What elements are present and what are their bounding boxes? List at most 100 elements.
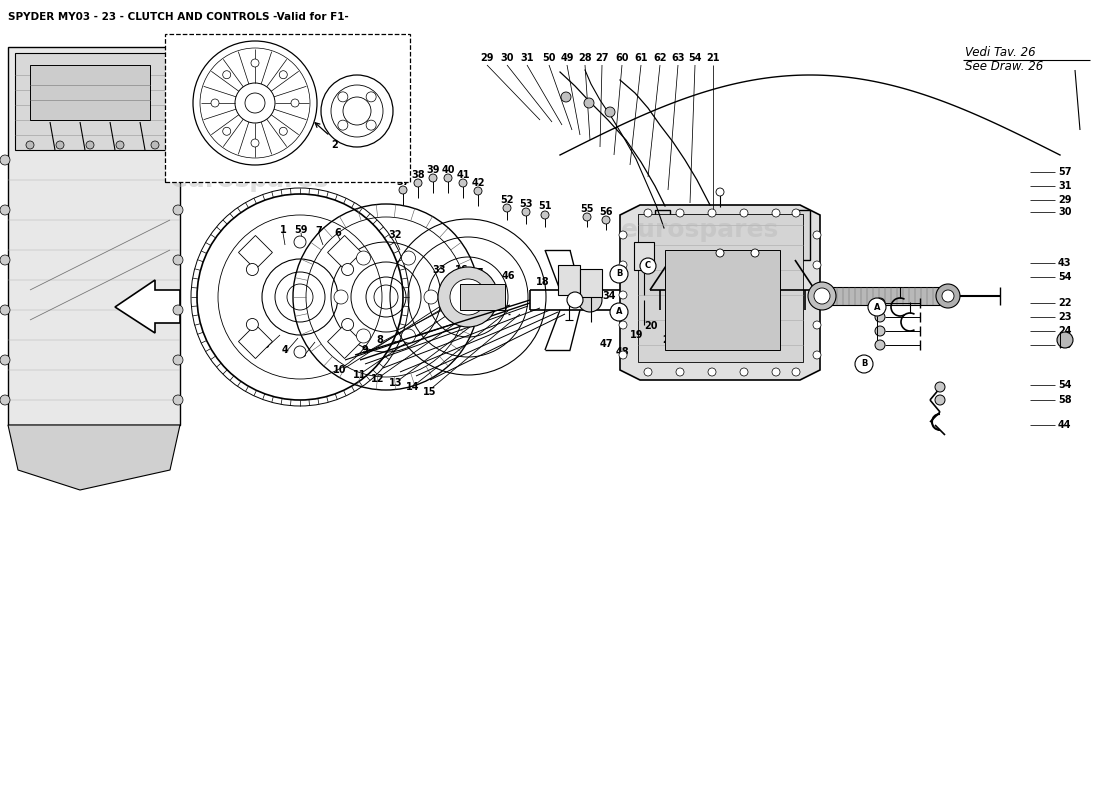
Circle shape	[610, 265, 628, 283]
Circle shape	[942, 290, 954, 302]
Circle shape	[26, 141, 34, 149]
Circle shape	[578, 288, 602, 312]
Circle shape	[566, 292, 583, 308]
Text: 39: 39	[427, 165, 440, 175]
Text: 17: 17	[471, 268, 485, 278]
Text: 40: 40	[441, 165, 454, 175]
Circle shape	[86, 141, 94, 149]
Text: Vedi Tav. 26: Vedi Tav. 26	[965, 46, 1035, 58]
Circle shape	[772, 368, 780, 376]
Bar	[580, 269, 602, 297]
Circle shape	[792, 368, 800, 376]
Circle shape	[541, 211, 549, 219]
Circle shape	[874, 298, 886, 308]
Circle shape	[356, 251, 371, 265]
Text: 29: 29	[1058, 195, 1071, 205]
Circle shape	[619, 291, 627, 299]
Circle shape	[868, 298, 886, 316]
Text: 51: 51	[538, 201, 552, 211]
Text: 57: 57	[1058, 167, 1071, 177]
Text: 54: 54	[689, 53, 702, 63]
Circle shape	[246, 263, 258, 275]
Text: 21: 21	[706, 53, 719, 63]
Circle shape	[294, 346, 306, 358]
Text: 62: 62	[653, 53, 667, 63]
Circle shape	[222, 127, 231, 135]
Circle shape	[503, 204, 512, 212]
Circle shape	[813, 351, 821, 359]
Text: 34: 34	[603, 291, 616, 301]
Circle shape	[0, 395, 10, 405]
Circle shape	[173, 255, 183, 265]
Text: 23: 23	[1058, 312, 1071, 322]
Text: 3: 3	[263, 340, 270, 350]
Text: 41: 41	[456, 170, 470, 180]
Text: C: C	[645, 262, 651, 270]
Text: 19: 19	[630, 330, 644, 340]
Text: 7: 7	[316, 226, 322, 236]
Circle shape	[402, 329, 416, 343]
Text: B: B	[616, 270, 623, 278]
Circle shape	[813, 291, 821, 299]
Circle shape	[173, 395, 183, 405]
Text: 27: 27	[595, 53, 608, 63]
Bar	[638, 214, 803, 362]
Circle shape	[751, 249, 759, 257]
Bar	[820, 287, 940, 305]
Circle shape	[740, 209, 748, 217]
Circle shape	[474, 187, 482, 195]
Text: 33: 33	[432, 265, 446, 275]
Circle shape	[935, 382, 945, 392]
Circle shape	[813, 321, 821, 329]
Circle shape	[366, 120, 376, 130]
Circle shape	[813, 261, 821, 269]
Text: 6: 6	[334, 228, 341, 238]
Circle shape	[0, 155, 10, 165]
Text: 11: 11	[353, 370, 366, 380]
Text: See Draw. 26: See Draw. 26	[965, 61, 1043, 74]
Circle shape	[602, 216, 610, 224]
Bar	[558, 265, 580, 295]
Circle shape	[173, 355, 183, 365]
Circle shape	[0, 355, 10, 365]
Circle shape	[619, 321, 627, 329]
Text: 49: 49	[560, 53, 574, 63]
Text: 13: 13	[389, 378, 403, 388]
Text: 36: 36	[569, 282, 582, 292]
Circle shape	[279, 70, 287, 78]
Text: 24: 24	[1058, 326, 1071, 336]
Circle shape	[356, 329, 371, 343]
Text: 22: 22	[1058, 298, 1071, 308]
Text: 16: 16	[455, 265, 469, 275]
Text: 14: 14	[406, 382, 420, 392]
Text: 32: 32	[388, 230, 401, 240]
Circle shape	[444, 174, 452, 182]
Circle shape	[334, 290, 348, 304]
Bar	[460, 284, 505, 310]
Polygon shape	[8, 425, 180, 490]
Circle shape	[716, 249, 724, 257]
Text: 26: 26	[662, 335, 675, 345]
Text: 20: 20	[645, 321, 658, 331]
Text: 9: 9	[362, 345, 369, 355]
Circle shape	[251, 139, 258, 147]
Circle shape	[294, 236, 306, 248]
Bar	[328, 325, 362, 358]
Circle shape	[414, 179, 422, 187]
Circle shape	[246, 318, 258, 330]
Text: 8: 8	[376, 335, 384, 345]
Circle shape	[584, 98, 594, 108]
Circle shape	[619, 231, 627, 239]
Polygon shape	[620, 205, 820, 380]
Circle shape	[342, 318, 353, 330]
Text: A: A	[873, 302, 880, 311]
Text: 43: 43	[1058, 258, 1071, 268]
Text: 50: 50	[542, 53, 556, 63]
Circle shape	[173, 155, 183, 165]
Circle shape	[855, 355, 873, 373]
Text: 58: 58	[1058, 395, 1071, 405]
Text: 12: 12	[372, 374, 385, 384]
Circle shape	[151, 141, 160, 149]
Circle shape	[874, 340, 886, 350]
Circle shape	[874, 326, 886, 336]
